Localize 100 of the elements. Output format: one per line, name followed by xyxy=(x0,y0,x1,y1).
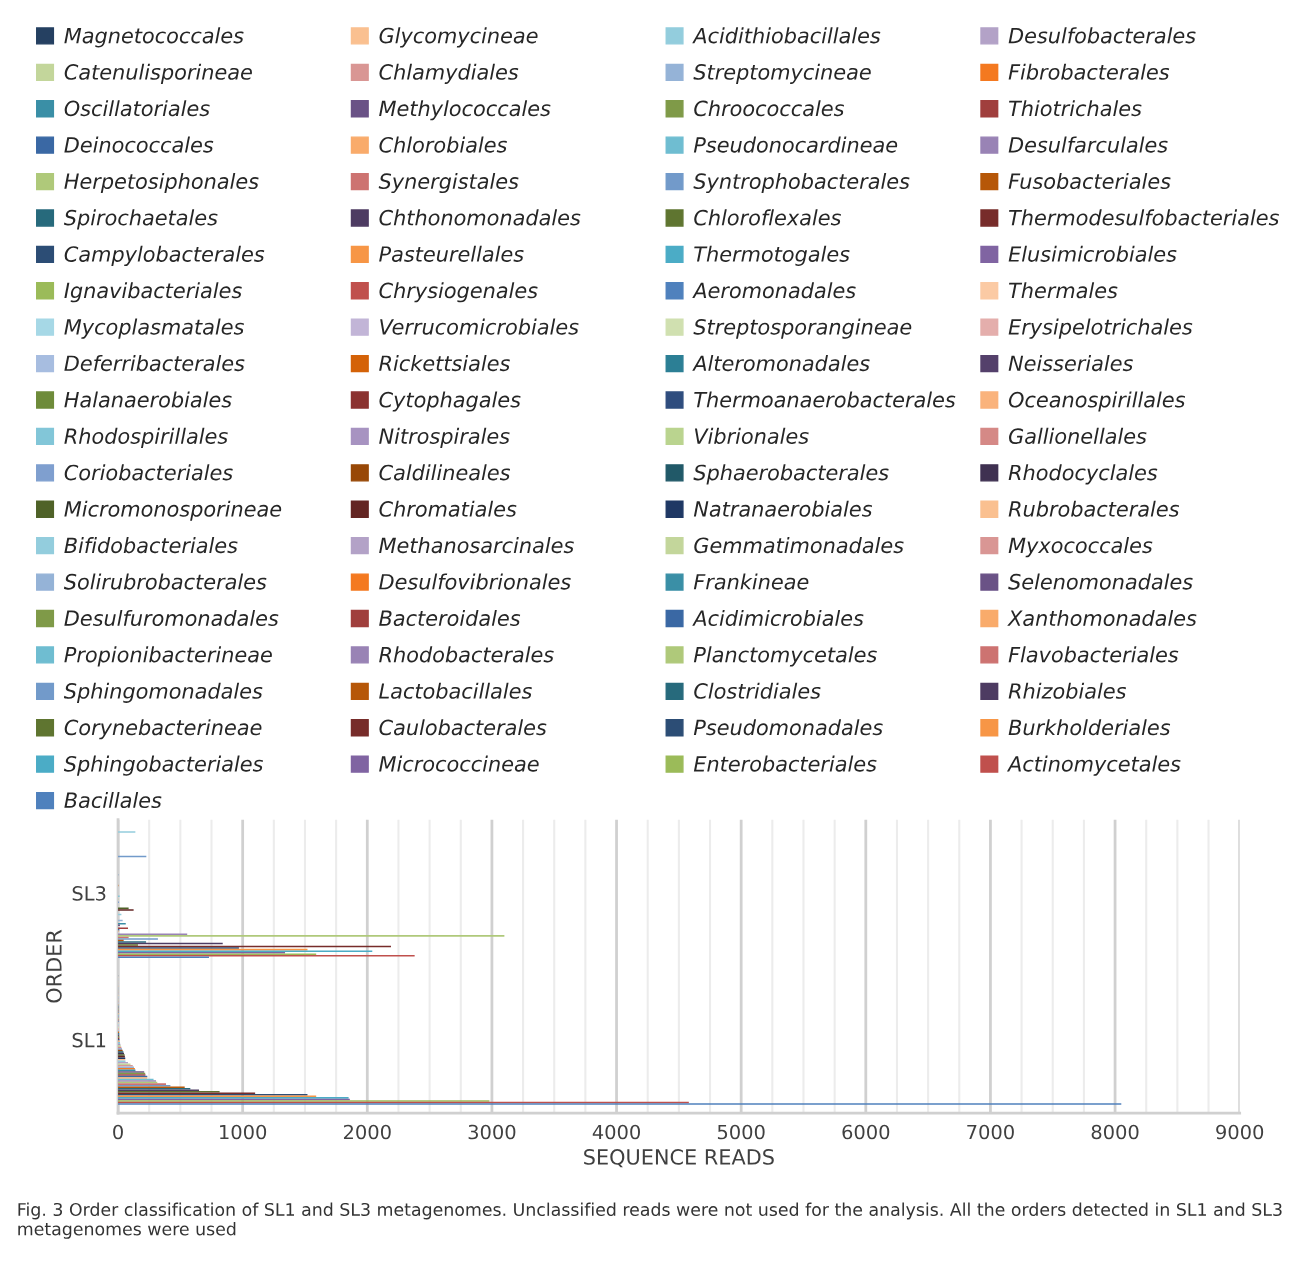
legend-label: Natranaerobiales xyxy=(693,500,873,517)
legend-label: Rhodobacterales xyxy=(379,646,554,663)
legend-label: Oscillatoriales xyxy=(64,100,210,117)
legend-label: Neisseriales xyxy=(1008,355,1133,372)
legend-label: Pseudomonadales xyxy=(693,719,883,736)
legend-label: Alteromonadales xyxy=(692,355,870,372)
legend-label: Rhodospirillales xyxy=(64,427,228,449)
legend-label: Thermales xyxy=(1008,282,1118,299)
legend-label: Ignavibacteriales xyxy=(64,282,242,303)
legend-label: Bacteroidales xyxy=(379,609,521,627)
legend-label: Acidithiobacillales xyxy=(692,27,881,44)
legend-label: Frankineae xyxy=(693,573,809,590)
legend-label: Nitrospirales xyxy=(379,427,510,449)
legend-label: Caldilineales xyxy=(379,464,511,481)
legend-label: Rhodocyclales xyxy=(1008,464,1158,485)
legend-label: Synergistales xyxy=(378,172,519,194)
legend-label: Magnetococcales xyxy=(64,27,244,48)
legend-label: Herpetosiphonales xyxy=(64,172,259,194)
legend-label: Methylococcales xyxy=(379,100,551,121)
legend-label: Verrucomicrobiales xyxy=(380,318,579,335)
legend-label: Selenomonadales xyxy=(1008,573,1193,590)
legend-label: Fusobacteriales xyxy=(1008,172,1171,190)
legend-label: Oceanospirillales xyxy=(1008,391,1186,412)
x-tick-label: 3000 xyxy=(468,1124,516,1140)
x-tick-label: 7000 xyxy=(967,1124,1014,1140)
legend-label: Chthonomonadales xyxy=(379,209,581,226)
legend-label: Chlorobiales xyxy=(379,136,507,153)
x-tick-label: 5000 xyxy=(717,1124,765,1140)
legend-label: Pseudonocardineae xyxy=(693,136,898,153)
legend-label: Sphingobacteriales xyxy=(63,755,263,776)
legend-label: Solirubrobacterales xyxy=(63,573,267,590)
legend-label: Bifidobacteriales xyxy=(64,537,238,554)
legend-label: Elusimicrobiales xyxy=(1008,245,1177,262)
legend-label: Xanthomonadales xyxy=(1007,609,1197,627)
legend-label: Chloroflexales xyxy=(694,209,841,226)
legend-label: Planctomycetales xyxy=(693,646,877,667)
legend-label: Rhizobiales xyxy=(1008,682,1127,699)
legend-label: Thermotogales xyxy=(694,245,850,266)
legend-label: Methanosarcinales xyxy=(379,537,574,554)
x-axis-title: SEQUENCE READS xyxy=(584,1149,774,1168)
legend-label: Aeromonadales xyxy=(692,282,856,299)
legend-label: Chlamydiales xyxy=(379,63,519,84)
legend-label: Coriobacteriales xyxy=(64,464,233,481)
caption: Fig. 3 Order classification of SL1 and SL3 metagenomes. Unclassified reads were not used for the analysis. All the orders detected in SL1 and SL3 metagenomes were used xyxy=(18,1202,1282,1239)
x-tick-label: 4000 xyxy=(592,1124,640,1140)
x-tick-label: 8000 xyxy=(1091,1124,1139,1140)
legend-label: Halanaerobiales xyxy=(64,391,232,408)
legend-label: Pasteurellales xyxy=(379,245,524,262)
legend-label: Myxococcales xyxy=(1008,537,1153,558)
legend-label: Micrococcineae xyxy=(379,755,539,772)
legend-label: Gallionellales xyxy=(1009,427,1147,444)
legend-label: Gemmatimonadales xyxy=(694,537,904,554)
legend-label: Caulobacterales xyxy=(379,719,547,736)
legend-label: Deinococcales xyxy=(64,136,214,153)
legend-label: Thermodesulfobacteriales xyxy=(1008,209,1279,226)
legend-label: Rubrobacterales xyxy=(1008,500,1180,517)
legend-label: Chroococcales xyxy=(694,100,845,117)
x-tick-label: 6000 xyxy=(842,1124,890,1140)
y-tick-label: SL3 xyxy=(72,886,106,901)
legend-label: Desulfarculales xyxy=(1008,136,1168,153)
legend-label: Desulfobacterales xyxy=(1008,27,1196,44)
legend-label: Vibrionales xyxy=(694,427,809,444)
legend-label: Actinomycetales xyxy=(1006,755,1181,776)
legend-label: Lactobacillales xyxy=(379,682,532,699)
legend-label: Enterobacteriales xyxy=(693,755,877,772)
legend-label: Chrysiogenales xyxy=(379,282,538,303)
legend-label: Streptomycineae xyxy=(693,63,871,84)
legend-label: Erysipelotrichales xyxy=(1008,318,1193,339)
legend-label: Mycoplasmatales xyxy=(64,318,244,339)
legend-label: Chromatiales xyxy=(379,500,517,517)
y-axis-title: ORDER xyxy=(46,929,62,1003)
legend-label: Burkholderiales xyxy=(1008,719,1171,736)
legend-label: Catenulisporineae xyxy=(64,63,252,84)
legend-label: Flavobacteriales xyxy=(1008,646,1179,663)
legend-label: Desulfovibrionales xyxy=(379,573,571,590)
x-tick-label: 1000 xyxy=(220,1124,267,1140)
legend-label: Sphingomonadales xyxy=(63,682,263,703)
x-tick-label: 0 xyxy=(113,1124,123,1140)
legend-label: Syntrophobacterales xyxy=(693,172,910,194)
legend-label: Streptosporangineae xyxy=(693,318,912,339)
legend-label: Sphaerobacterales xyxy=(693,464,889,485)
legend-label: Acidimicrobiales xyxy=(692,609,864,627)
legend-label: Clostridiales xyxy=(694,682,821,699)
legend-label: Rickettsiales xyxy=(379,355,510,372)
x-tick-label: 2000 xyxy=(343,1124,391,1140)
legend-label: Micromonosporineae xyxy=(64,500,282,521)
legend-label: Thiotrichales xyxy=(1008,100,1142,117)
legend-label: Thermoanaerobacterales xyxy=(694,391,956,408)
x-tick-label: 9000 xyxy=(1216,1124,1264,1140)
legend-label: Fibrobacterales xyxy=(1008,63,1170,80)
legend-label: Deferribacterales xyxy=(64,355,245,372)
legend-label: Cytophagales xyxy=(379,391,521,412)
legend-label: Campylobacterales xyxy=(64,245,265,266)
legend-label: Glycomycineae xyxy=(379,27,538,48)
y-tick-label: SL1 xyxy=(72,1032,106,1048)
legend-label: Corynebacterineae xyxy=(64,719,262,740)
legend-label: Bacillales xyxy=(64,791,162,809)
legend-label: Propionibacterineae xyxy=(64,646,272,667)
legend-label: Spirochaetales xyxy=(63,209,218,230)
legend-label: Desulfuromonadales xyxy=(64,609,279,627)
